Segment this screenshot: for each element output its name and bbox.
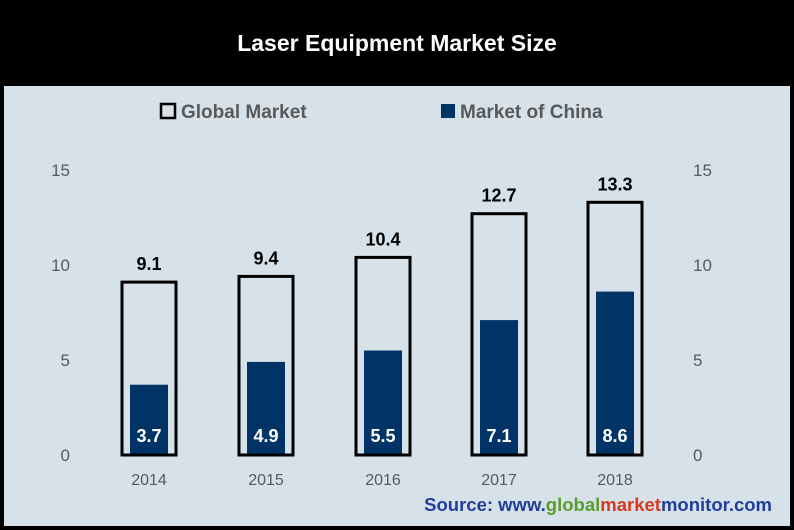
left-y-axis: 0 5 10 15 [51,161,70,465]
china-bar [247,361,285,455]
source-note: Source: www.globalmarketmonitor.com [424,494,772,516]
legend-global-label: Global Market [181,102,307,123]
bars-group: 9.1 3.7 9.4 4.9 10.4 5.5 12.7 7.1 13.3 8.6 [120,174,644,457]
x-axis-labels: 2014 2015 2016 2017 2018 [131,472,633,489]
legend-china-label: Market of China [460,102,603,123]
china-value-label: 3.7 [136,426,161,446]
x-tick-label: 2014 [131,472,167,489]
x-tick-label: 2017 [481,472,517,489]
title-bar: Laser Equipment Market Size [0,0,794,86]
global-bar [237,274,295,457]
source-part-market: market [600,494,661,515]
x-tick-label: 2018 [597,472,633,489]
legend-china-swatch [441,104,455,118]
left-y-tick-label: 0 [61,446,70,465]
left-y-tick-label: 15 [51,161,70,180]
global-value-label: 10.4 [365,229,400,249]
source-prefix: Source: www. [424,494,546,515]
source-part-global: global [545,494,601,515]
global-bar [120,280,178,457]
source-part-monitor: monitor [660,494,729,515]
source-suffix: .com [728,494,772,515]
legend-global-swatch [159,102,177,120]
global-bar [470,212,528,457]
china-value-label: 8.6 [602,426,627,446]
global-value-label: 9.4 [253,248,278,268]
global-bar [586,200,644,457]
chart-title: Laser Equipment Market Size [237,29,557,56]
right-y-axis: 0 5 10 15 [693,161,712,465]
legend: Global Market Market of China [159,102,603,123]
global-value-label: 13.3 [597,174,632,194]
china-bar [480,320,518,455]
x-tick-label: 2015 [248,472,284,489]
global-value-label: 9.1 [136,254,161,274]
right-y-tick-label: 5 [693,351,702,370]
left-y-tick-label: 10 [51,256,70,275]
china-value-label: 5.5 [370,426,395,446]
global-value-label: 12.7 [481,186,516,206]
right-y-tick-label: 15 [693,161,712,180]
china-bar [596,291,634,455]
right-y-tick-label: 0 [693,446,702,465]
china-bar [130,384,168,455]
global-bar [354,255,412,457]
left-y-tick-label: 5 [61,351,70,370]
x-tick-label: 2016 [365,472,401,489]
china-value-label: 7.1 [486,426,511,446]
china-bar [364,350,402,455]
china-value-label: 4.9 [253,426,278,446]
right-y-tick-label: 10 [693,256,712,275]
